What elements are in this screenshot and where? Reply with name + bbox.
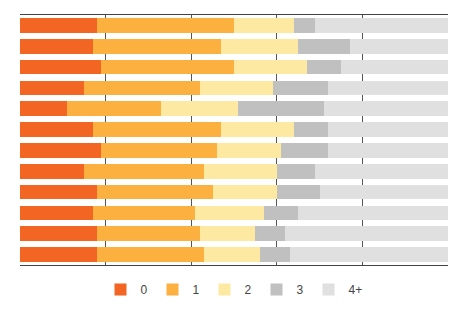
svg-text:4+: 4+ bbox=[349, 283, 363, 297]
svg-text:3: 3 bbox=[297, 283, 304, 297]
svg-text:1: 1 bbox=[193, 283, 200, 297]
svg-text:2: 2 bbox=[245, 283, 252, 297]
svg-text:0: 0 bbox=[141, 283, 148, 297]
